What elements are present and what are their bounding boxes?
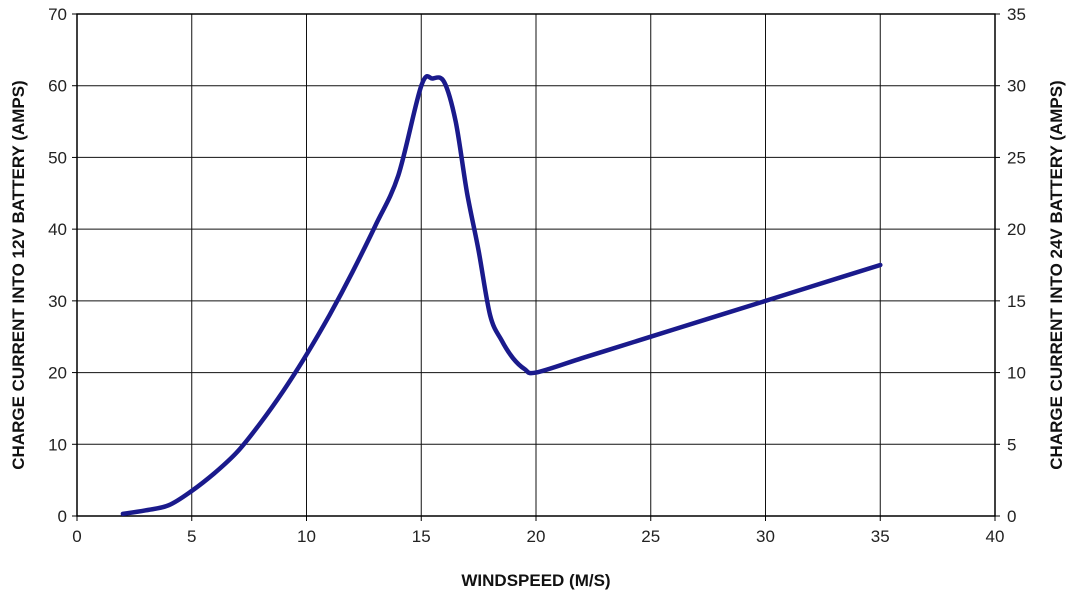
x-tick-label: 25: [641, 527, 660, 546]
x-tick-label: 15: [412, 527, 431, 546]
grid-lines: [77, 14, 995, 516]
y-tick-label: 0: [58, 507, 67, 526]
y-right-tick-labels: 0 5 10 15 20 25 30 35: [995, 5, 1026, 526]
y2-tick-label: 30: [1007, 77, 1026, 96]
y-tick-label: 60: [48, 77, 67, 96]
x-tick-label: 5: [187, 527, 196, 546]
y2-tick-label: 10: [1007, 364, 1026, 383]
x-tick-label: 20: [527, 527, 546, 546]
y-left-axis-label: CHARGE CURRENT INTO 12V BATTERY (AMPS): [9, 80, 28, 469]
y-tick-label: 70: [48, 5, 67, 24]
y-tick-label: 20: [48, 364, 67, 383]
y-left-tick-labels: 0 10 20 30 40 50 60 70: [48, 5, 77, 526]
x-tick-label: 30: [756, 527, 775, 546]
x-tick-label: 35: [871, 527, 890, 546]
y-tick-label: 10: [48, 435, 67, 454]
y-tick-label: 40: [48, 220, 67, 239]
y-tick-label: 30: [48, 292, 67, 311]
x-tick-label: 40: [986, 527, 1005, 546]
x-tick-label: 0: [72, 527, 81, 546]
x-tick-label: 10: [297, 527, 316, 546]
x-tick-labels: 0 5 10 15 20 25 30 35 40: [72, 516, 1004, 546]
y2-tick-label: 25: [1007, 148, 1026, 167]
series-line: [120, 74, 883, 517]
y2-tick-label: 5: [1007, 435, 1016, 454]
y2-tick-label: 20: [1007, 220, 1026, 239]
y2-tick-label: 0: [1007, 507, 1016, 526]
x-axis-label: WINDSPEED (M/S): [461, 571, 610, 590]
y2-tick-label: 15: [1007, 292, 1026, 311]
y2-tick-label: 35: [1007, 5, 1026, 24]
y-right-axis-label: CHARGE CURRENT INTO 24V BATTERY (AMPS): [1047, 80, 1066, 469]
y-tick-label: 50: [48, 148, 67, 167]
